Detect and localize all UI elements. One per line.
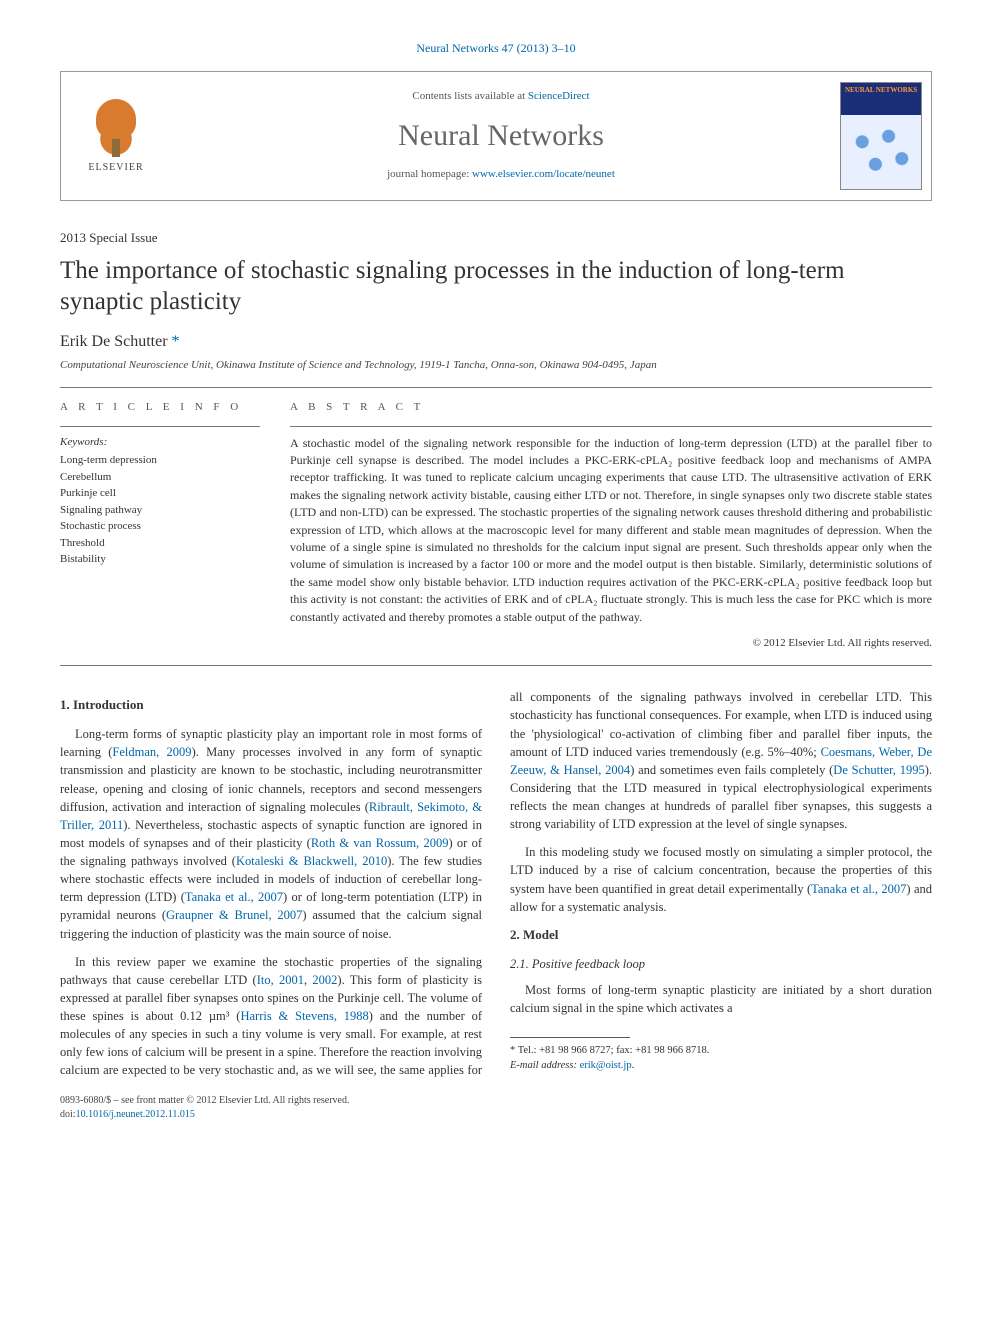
homepage-line: journal homepage: www.elsevier.com/locat… <box>181 167 821 182</box>
citation-ref[interactable]: Kotaleski & Blackwell, 2010 <box>236 854 387 868</box>
subsection-heading: 2.1. Positive feedback loop <box>510 955 932 973</box>
rule-info <box>60 426 260 427</box>
rule-mid <box>60 665 932 666</box>
page-footer: 0893-6080/$ – see front matter © 2012 El… <box>60 1094 932 1122</box>
keywords-label: Keywords: <box>60 435 260 450</box>
cover-title: NEURAL NETWORKS <box>845 87 917 95</box>
publisher-logo-block: ELSEVIER <box>61 72 171 200</box>
corresponding-marker[interactable]: * <box>172 333 180 350</box>
author-name: Erik De Schutter <box>60 333 168 350</box>
citation-ref[interactable]: Tanaka et al., 2007 <box>811 882 906 896</box>
citation-ref[interactable]: Ito, 2001 <box>257 973 304 987</box>
section-heading-intro: 1. Introduction <box>60 696 482 715</box>
masthead: ELSEVIER Contents lists available at Sci… <box>60 71 932 201</box>
rule-abstract <box>290 426 932 427</box>
section-heading-model: 2. Model <box>510 926 932 945</box>
doi-link[interactable]: 10.1016/j.neunet.2012.11.015 <box>76 1109 195 1120</box>
citation-ref[interactable]: De Schutter, 1995 <box>833 763 924 777</box>
keyword: Cerebellum <box>60 469 260 486</box>
keyword: Threshold <box>60 535 260 552</box>
keyword: Bistability <box>60 551 260 568</box>
journal-cover-thumb: NEURAL NETWORKS <box>840 82 922 190</box>
footnote-email: E-mail address: erik@oist.jp. <box>510 1059 932 1074</box>
citation-link[interactable]: Neural Networks 47 (2013) 3–10 <box>416 41 575 55</box>
body-text: Most forms of long-term synaptic plastic… <box>510 981 932 1017</box>
keyword: Stochastic process <box>60 518 260 535</box>
author-line: Erik De Schutter * <box>60 331 932 353</box>
citation-ref[interactable]: Tanaka et al., 2007 <box>185 890 283 904</box>
citation-ref[interactable]: Graupner & Brunel, 2007 <box>166 908 302 922</box>
doi-label: doi: <box>60 1109 76 1120</box>
article-info: A R T I C L E I N F O Keywords: Long-ter… <box>60 400 260 651</box>
footnote-block: * Tel.: +81 98 966 8727; fax: +81 98 966… <box>510 1037 932 1073</box>
contents-prefix: Contents lists available at <box>412 90 527 102</box>
homepage-link[interactable]: www.elsevier.com/locate/neunet <box>472 168 615 180</box>
keyword: Purkinje cell <box>60 485 260 502</box>
publisher-name: ELSEVIER <box>88 161 143 175</box>
body-columns: 1. Introduction Long-term forms of synap… <box>60 688 932 1079</box>
abstract: A B S T R A C T A stochastic model of th… <box>290 400 932 651</box>
email-label: E-mail address: <box>510 1060 580 1071</box>
body-text: ( <box>230 1009 241 1023</box>
body-text: ) and sometimes even fails completely ( <box>630 763 833 777</box>
article-title: The importance of stochastic signaling p… <box>60 255 932 318</box>
issn-line: 0893-6080/$ – see front matter © 2012 El… <box>60 1094 932 1108</box>
homepage-prefix: journal homepage: <box>387 168 472 180</box>
abstract-text: A stochastic model of the signaling netw… <box>290 435 932 626</box>
email-link[interactable]: erik@oist.jp <box>580 1060 632 1071</box>
citation-ref[interactable]: Harris & Stevens, 1988 <box>240 1009 368 1023</box>
footnote-separator <box>510 1037 630 1038</box>
rule-top <box>60 387 932 388</box>
body-text: 0.12 µm³ <box>180 1009 229 1023</box>
issue-label: 2013 Special Issue <box>60 229 932 247</box>
keyword: Signaling pathway <box>60 502 260 519</box>
article-info-head: A R T I C L E I N F O <box>60 400 260 415</box>
footnote-tel: * Tel.: +81 98 966 8727; fax: +81 98 966… <box>510 1044 932 1059</box>
citation-ref[interactable]: Roth & van Rossum, 2009 <box>311 836 449 850</box>
contents-line: Contents lists available at ScienceDirec… <box>181 89 821 104</box>
keyword: Long-term depression <box>60 452 260 469</box>
elsevier-tree-icon <box>86 97 146 157</box>
citation-ref[interactable]: 2002 <box>312 973 337 987</box>
journal-title: Neural Networks <box>181 115 821 157</box>
abstract-head: A B S T R A C T <box>290 400 932 415</box>
footnote-tel-text: Tel.: +81 98 966 8727; fax: +81 98 966 8… <box>518 1045 710 1056</box>
sciencedirect-link[interactable]: ScienceDirect <box>528 90 590 102</box>
affiliation: Computational Neuroscience Unit, Okinawa… <box>60 358 932 373</box>
abstract-copyright: © 2012 Elsevier Ltd. All rights reserved… <box>290 636 932 651</box>
corresponding-marker-icon: * <box>510 1045 518 1056</box>
citation-ref[interactable]: Feldman, 2009 <box>112 745 191 759</box>
